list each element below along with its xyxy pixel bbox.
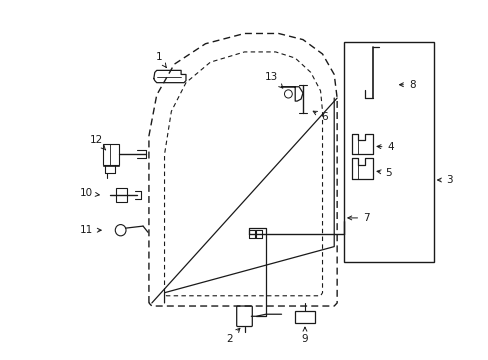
Text: 11: 11 [80,225,101,235]
Text: 7: 7 [347,213,369,223]
Text: 6: 6 [313,111,327,122]
Text: 5: 5 [376,168,391,178]
Bar [103,144,119,165]
Bar [295,311,314,323]
Text: 10: 10 [80,188,99,198]
Text: 13: 13 [264,72,282,88]
Text: 9: 9 [301,327,307,344]
Bar [343,42,433,262]
Text: 8: 8 [399,80,415,90]
Text: 2: 2 [226,328,240,344]
Text: 3: 3 [437,175,452,185]
Text: 4: 4 [376,142,393,152]
Text: 12: 12 [89,135,105,150]
Text: 1: 1 [155,52,166,67]
Bar [116,188,127,202]
